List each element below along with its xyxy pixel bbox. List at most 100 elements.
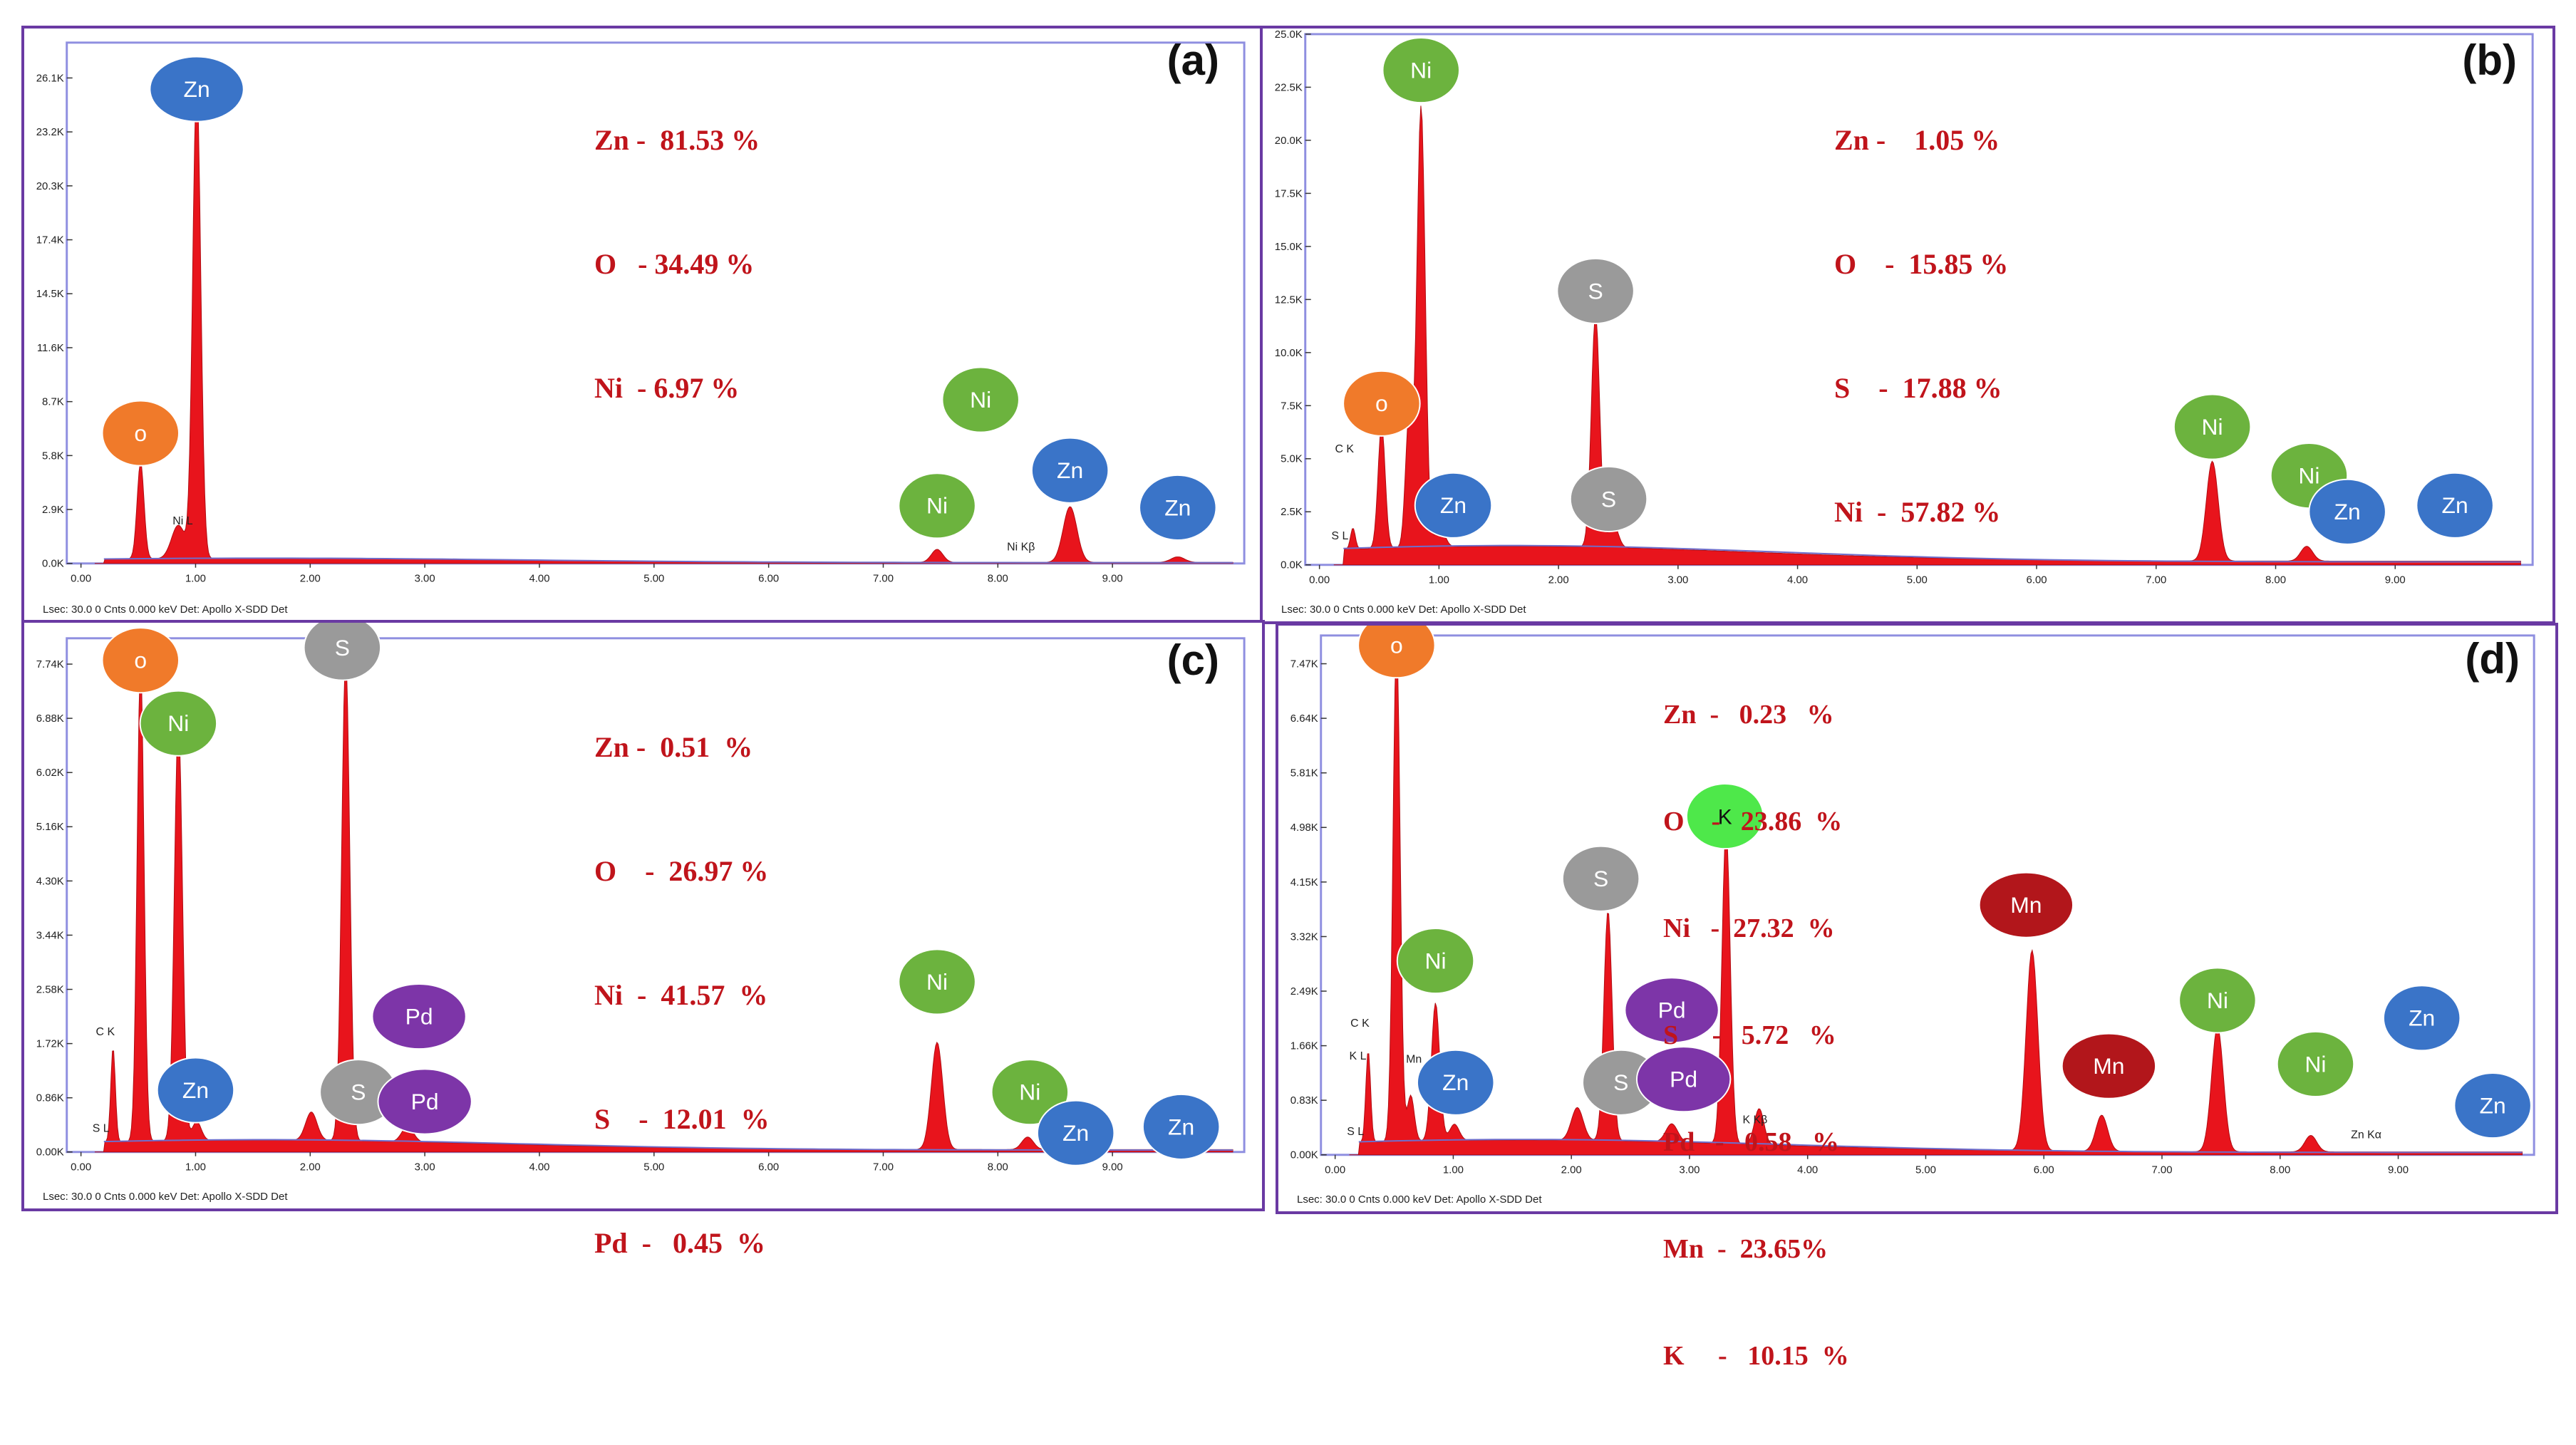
element-badge-zn (149, 56, 244, 123)
composition-line: Ni - 57.82 % (1834, 496, 2001, 528)
element-badge-s (1561, 845, 1640, 912)
spectrum-chart-b: 0.0K 2.5K 5.0K 7.5K 10.0K 12.5K 15.0K 17.5K 20.0… (1275, 29, 2534, 586)
element-label: o (101, 400, 180, 467)
element-badge-zn (1416, 1049, 1495, 1116)
panel-label-d: (d) (2465, 635, 2520, 683)
x-tick-label: 8.00 (2265, 575, 2286, 586)
line-marker-label: K L (1350, 1050, 1367, 1062)
element-badge-text: Zn (1440, 492, 1467, 518)
element-badge-text: Ni (2305, 1051, 2326, 1077)
y-tick-label: 1.66K (1290, 1041, 1318, 1052)
composition-line: O - 26.97 % (594, 855, 769, 887)
element-label: Mn (1978, 871, 2074, 938)
element-badge-ni (2276, 1030, 2355, 1097)
y-tick-label: 6.64K (1290, 713, 1318, 725)
y-tick-label: 7.47K (1290, 659, 1318, 670)
y-tick-label: 5.16K (36, 822, 64, 833)
element-badge-ni (2173, 393, 2252, 460)
x-tick-label: 0.00 (1325, 1165, 1345, 1176)
element-label: Zn (156, 1057, 235, 1124)
composition-line: S - 12.01 % (594, 1103, 770, 1135)
x-tick-label: 1.00 (185, 1162, 206, 1174)
x-tick-label: 8.00 (2270, 1165, 2290, 1176)
composition-line: O - 15.85 % (1834, 248, 2009, 280)
element-badge-text: Ni (926, 493, 948, 519)
element-label: Pd (371, 983, 467, 1050)
x-tick-label: 5.00 (1915, 1165, 1936, 1176)
composition-line: Ni - 41.57 % (594, 979, 768, 1011)
y-tick-label: 0.0K (1281, 560, 1303, 571)
composition-line: Mn - 23.65% (1663, 1234, 1828, 1264)
element-label: K (1685, 783, 1764, 850)
element-label: Zn (1142, 1093, 1221, 1160)
composition-line: Ni - 27.32 % (1663, 913, 1835, 943)
element-badge-text: Ni (1019, 1079, 1040, 1105)
element-badge-s (1569, 465, 1648, 532)
element-badge-text: Zn (1062, 1120, 1089, 1146)
panel-a: 0.0K 2.9K 5.8K 8.7K 11.6K 14.5K 17.4K 20.3K 23.2… (21, 26, 1265, 624)
element-label: Ni (1396, 928, 1475, 995)
element-badge-text: Ni (970, 387, 991, 413)
element-badge-ni (898, 948, 976, 1015)
panel-label-a: (a) (1167, 36, 1219, 84)
composition-line: O - 34.49 % (594, 248, 755, 280)
y-tick-label: 15.0K (1275, 242, 1303, 253)
composition-line: Zn - 81.53 % (594, 124, 760, 156)
detector-footer: Lsec: 30.0 0 Cnts 0.000 keV Det: Apollo … (43, 604, 288, 616)
element-badge-mn (1978, 871, 2074, 938)
element-label: o (101, 627, 180, 694)
element-badge-text: Mn (2010, 892, 2042, 918)
x-tick-label: 2.00 (1548, 575, 1569, 586)
x-tick-label: 1.00 (1429, 575, 1449, 586)
composition-d: Zn - 0.23 % O - 23.86 % Ni - 27.32 % S -… (1663, 626, 1849, 1445)
panel-b: 0.0K 2.5K 5.0K 7.5K 10.0K 12.5K 15.0K 17.5K 20.0… (1260, 26, 2555, 624)
element-label: S (1556, 257, 1635, 324)
element-badge-text: Zn (2334, 499, 2361, 524)
line-marker-label: Ni Kβ (1007, 542, 1035, 554)
x-tick-label: 5.00 (643, 1162, 664, 1174)
y-tick-label: 6.02K (36, 767, 64, 779)
element-badge-text: Zn (1164, 494, 1191, 520)
composition-line: O - 23.86 % (1663, 807, 1843, 837)
element-label: Zn (1036, 1099, 1115, 1166)
x-tick-label: 2.00 (300, 1162, 321, 1174)
y-tick-label: 1.72K (36, 1039, 64, 1050)
element-label: Zn (1030, 437, 1109, 504)
element-label: Pd (1624, 977, 1719, 1044)
x-tick-label: 6.00 (2034, 1165, 2054, 1176)
x-tick-label: 5.00 (643, 574, 664, 585)
element-badge-text: Zn (2480, 1093, 2506, 1119)
composition-line: S - 5.72 % (1663, 1020, 1836, 1050)
line-marker-label: C K (1335, 443, 1354, 455)
y-tick-label: 17.5K (1275, 188, 1303, 200)
x-tick-label: 1.00 (185, 574, 206, 585)
element-badge-o (101, 627, 180, 694)
line-marker-label: K Kβ (1743, 1114, 1768, 1127)
element-badge-text: K (1718, 806, 1732, 829)
element-label: Ni (898, 948, 976, 1015)
element-badge-text: Zn (183, 76, 210, 102)
x-tick-label: 7.00 (2151, 1165, 2172, 1176)
panel-d: 0.00K 0.83K 1.66K 2.49K 3.32K 4.15K 4.98K 5.81K… (1276, 623, 2558, 1371)
y-tick-label: 2.58K (36, 985, 64, 996)
element-label: S (319, 1059, 398, 1126)
x-tick-label: 3.00 (1667, 575, 1688, 586)
element-label: Zn (149, 56, 244, 123)
y-tick-label: 2.49K (1290, 986, 1318, 998)
element-label: Ni (941, 366, 1020, 433)
element-badge-text: Zn (1442, 1069, 1469, 1095)
element-badge-text: Ni (167, 710, 189, 736)
composition-line: S - 17.88 % (1834, 372, 2002, 404)
element-badge-text: Zn (1057, 457, 1083, 483)
line-marker-label: Ni L (172, 515, 192, 527)
x-tick-label: 3.00 (1679, 1165, 1700, 1176)
y-tick-label: 4.98K (1290, 822, 1318, 834)
panel-label-c: (c) (1167, 636, 1219, 684)
element-label: Pd (1635, 1046, 1732, 1113)
composition-line: Pd - 0.58 % (1663, 1127, 1839, 1157)
line-marker-label: Zn Kα (2351, 1129, 2381, 1141)
element-label: Zn (1414, 472, 1493, 539)
y-tick-label: 4.30K (36, 876, 64, 887)
element-badge-o (1357, 626, 1436, 679)
x-tick-label: 9.00 (1102, 1162, 1123, 1174)
